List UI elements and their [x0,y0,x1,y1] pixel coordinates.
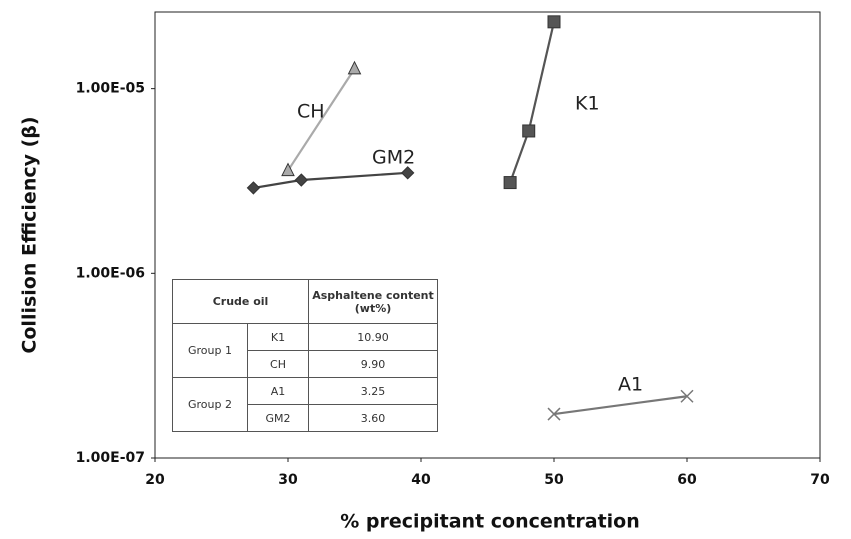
x-tick-label: 50 [544,472,564,488]
marker [547,15,561,29]
y-axis-title: Collision Efficiency (β) [19,116,41,353]
table-cell: A1 [247,377,309,405]
x-tick-label: 30 [278,472,298,488]
inset-table: Crude oil Asphaltene content (wt%) Group 1… [172,279,438,432]
table-row: GM2 3.60 [173,404,438,432]
table-row: CH 9.90 [173,350,438,378]
series-label: GM2 [372,147,415,169]
table-row: Crude oil Asphaltene content (wt%) [172,279,438,324]
x-tick-label: 20 [145,472,165,488]
x-tick-label: 40 [411,472,431,488]
series-label: A1 [618,374,643,396]
table-cell: Crude oil [172,279,309,324]
table-cell: Asphaltene content (wt%) [308,279,438,324]
marker [281,162,295,177]
marker [503,176,517,190]
table-cell: 9.90 [308,350,438,378]
marker [347,60,362,75]
series-label: CH [297,101,325,123]
table-cell: 3.25 [308,377,438,405]
series-line [509,21,556,183]
x-axis-title: % precipitant concentration [340,511,640,533]
marker [522,124,536,138]
table-cell: CH [247,350,309,378]
marker [547,407,561,421]
x-tick-label: 60 [677,472,697,488]
y-tick-label: 1.00E-07 [76,450,145,466]
table-cell: Group 2 [172,377,248,432]
marker [400,166,415,180]
table-cell: 3.60 [308,404,438,432]
y-tick-label: 1.00E-05 [76,81,145,97]
series-label: K1 [575,93,600,115]
y-tick-label: 1.00E-06 [76,265,145,281]
table-row: Group 2 A1 3.25 [172,377,438,432]
marker [294,173,309,187]
table-cell: K1 [247,323,309,351]
series-line [553,395,688,416]
plot-frame [154,11,821,459]
table-cell: Group 1 [172,323,248,378]
series-line [253,171,408,190]
marker [246,181,261,195]
table-row: Group 1 K1 10.90 [172,323,438,378]
marker [680,389,694,403]
series-line [287,68,356,172]
x-tick-label: 70 [810,472,830,488]
table-cell: GM2 [247,404,309,432]
table-cell: 10.90 [308,323,438,351]
